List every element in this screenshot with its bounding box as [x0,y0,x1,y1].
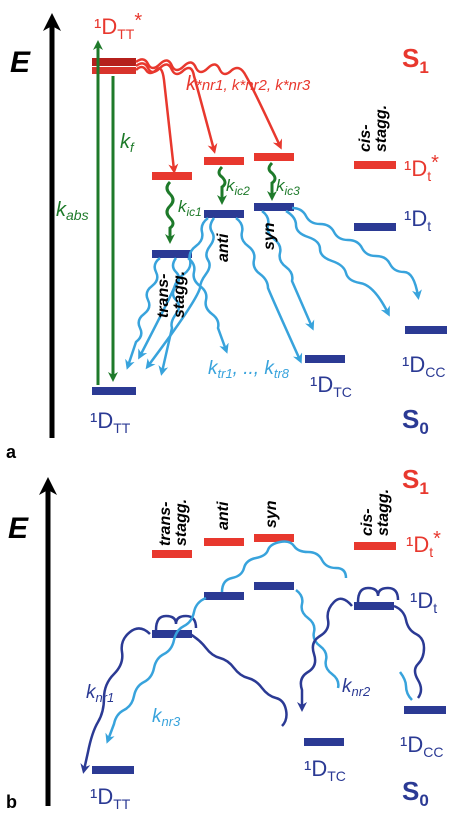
level-anti-ground-b [204,592,244,600]
cis-right-path [393,604,426,699]
svg-text:stagg.: stagg. [171,271,188,318]
level-cis-stagg-excited [354,161,396,169]
label-dcc-a: ¹DCC [402,352,445,380]
label-dt-b: ¹Dt [410,588,437,616]
label-dt-star-b: ¹Dt* [406,528,441,560]
label-kf: kf [120,131,135,155]
level-dcc [405,326,447,334]
label-syn-b: syn [263,500,280,528]
label-syn-a: syn [261,222,278,250]
energy-axis-label-a: E [10,46,31,79]
knr1-path [80,627,151,774]
level-anti-ground [204,210,244,218]
level-dtt-star-2 [92,67,136,74]
label-dtt-star: ¹DTT* [94,10,142,42]
label-kic3: kic3 [276,176,300,198]
kic1-arrow [165,180,175,244]
label-trans-stagg-a: trans- stagg. [155,271,188,318]
label-ktr: ktr1, .., ktr8 [208,358,290,381]
svg-text:trans-: trans- [155,274,172,318]
level-dcc-b [404,706,446,714]
label-knr1: knr1 [86,682,114,705]
label-dtt-a: ¹DTT [90,408,131,436]
label-kic2: kic2 [226,176,250,198]
label-cis-stagg-b: cis- stagg. [359,489,392,536]
panel-b: E S1 trans- stagg. anti syn cis- stagg. [6,464,446,812]
level-syn-excited [254,153,294,161]
label-s0-a: S0 [402,404,429,438]
svg-text:anti: anti [215,233,232,262]
label-trans-stagg-b: trans- stagg. [157,499,190,546]
label-dtt-b: ¹DTT [90,784,131,812]
svg-text:anti: anti [215,501,232,530]
svg-text:stagg.: stagg. [375,489,392,536]
label-dt-star-a: ¹Dt* [404,152,439,184]
level-dt-b [354,602,394,610]
knr2-arrow [135,62,218,154]
energy-axis-label-b: E [8,512,29,545]
label-kabs: kabs [56,199,89,223]
panel-a: E [6,10,447,462]
svg-text:syn: syn [261,222,278,250]
knr1-arrow [135,65,179,174]
level-cis-stagg-excited-b [354,542,396,550]
level-syn-ground [254,203,294,211]
svg-text:cis-: cis- [359,508,376,536]
cis-barrier-path [356,586,400,603]
svg-text:stagg.: stagg. [173,499,190,546]
level-dtt-b [92,766,134,774]
level-dtc [305,355,345,363]
kic2-arrow [217,165,227,205]
svg-text:syn: syn [263,500,280,528]
knr3-path [105,596,207,744]
svg-text:trans-: trans- [157,502,174,546]
anti-syn-barrier-path [220,540,348,593]
level-trans-stagg-ground [152,250,192,258]
level-anti-excited [204,157,244,165]
dcc-approach-path [398,671,413,701]
level-syn-ground-b [254,582,294,590]
label-kic1: kic1 [178,197,202,219]
level-anti-excited-b [204,538,244,546]
label-dtc-a: ¹DTC [310,372,352,400]
level-trans-stagg-excited-b [152,550,192,558]
label-cis-stagg-a: cis- stagg. [357,105,390,152]
ktr-arrows [125,206,422,376]
label-anti-b: anti [215,501,232,530]
panel-label-a: a [6,442,17,462]
kic3-arrow [267,161,277,201]
svg-text:stagg.: stagg. [373,105,390,152]
level-dtt-star [92,58,136,66]
label-dt-a: ¹Dt [404,206,431,234]
knr2-path [297,597,353,712]
svg-text:cis-: cis- [357,124,374,152]
label-knr2: knr2 [342,676,371,699]
level-dt [354,223,396,231]
label-knr-star: k*nr1, k*nr2, k*nr3 [186,73,311,95]
label-s0-b: S0 [402,776,429,810]
level-trans-stagg-excited [152,172,192,180]
level-dtc-b [304,738,344,746]
trans-right-path [189,632,288,727]
label-dtc-b: ¹DTC [304,756,346,784]
panel-label-b: b [6,792,17,812]
label-knr3: knr3 [152,706,181,729]
trans-barrier-path [154,614,198,631]
label-s1-b: S1 [402,464,429,498]
label-anti-a: anti [215,233,232,262]
level-dtt [92,387,136,395]
level-syn-excited-b [254,534,294,542]
knr3-arrow [135,58,283,150]
label-dcc-b: ¹DCC [400,732,443,760]
level-trans-stagg-ground-b [152,630,192,638]
label-s1-a: S1 [402,43,429,77]
